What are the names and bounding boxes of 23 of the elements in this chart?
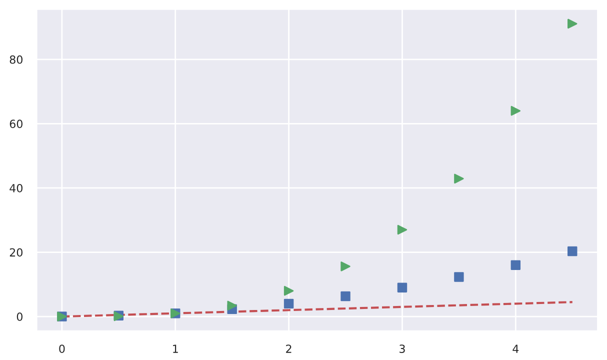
point xyxy=(510,106,521,116)
y-tick-label: 80 xyxy=(10,55,22,64)
x-tick-label: 2 xyxy=(286,344,292,353)
point xyxy=(568,18,578,29)
y-tick-label: 40 xyxy=(10,184,22,192)
x-tick-label: 3 xyxy=(400,344,405,353)
point xyxy=(227,300,237,310)
point xyxy=(510,260,521,270)
point xyxy=(568,246,578,256)
point xyxy=(284,286,294,296)
x-tick-label: 1 xyxy=(173,344,178,353)
y-tick-label: 20 xyxy=(10,248,22,257)
point xyxy=(340,262,350,272)
point xyxy=(454,174,464,184)
point xyxy=(397,282,408,292)
x-tick-label: 0 xyxy=(59,344,65,353)
x-tick-label: 4 xyxy=(512,344,519,353)
point xyxy=(397,224,408,235)
point xyxy=(454,272,464,282)
y-tick-label: 60 xyxy=(10,120,22,128)
point xyxy=(340,291,350,302)
y-tick-label: 0 xyxy=(16,312,22,321)
point xyxy=(284,298,294,309)
